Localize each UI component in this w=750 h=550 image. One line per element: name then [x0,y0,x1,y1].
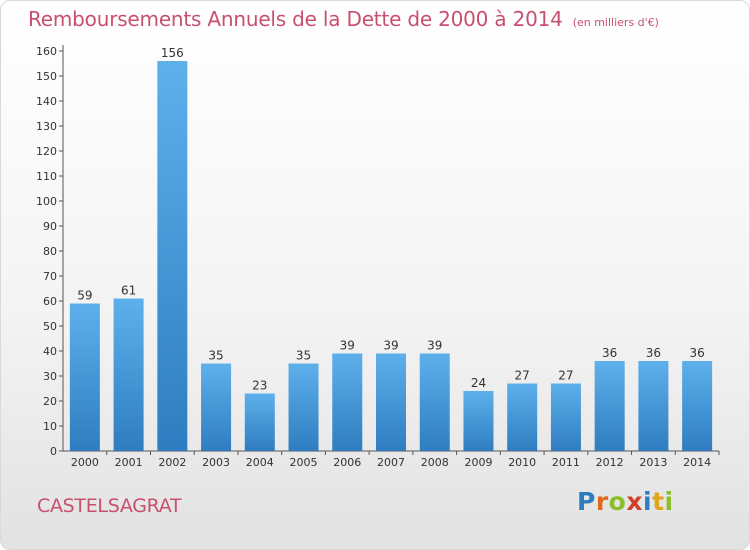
value-label-2006: 39 [340,339,355,353]
bar-2011 [550,383,581,451]
bar-2013 [638,361,669,451]
y-tick-label: 160 [36,45,57,58]
bar-2001 [113,298,144,451]
value-label-2005: 35 [296,349,311,363]
x-tick-label-2009: 2009 [464,456,492,469]
y-tick-label: 90 [43,220,57,233]
x-tick-label-2013: 2013 [639,456,667,469]
value-label-2007: 39 [383,339,398,353]
x-tick-label-2012: 2012 [596,456,624,469]
logo-letter: i [643,487,653,516]
bar-2007 [376,353,406,451]
y-tick-label: 50 [43,320,57,333]
value-label-2003: 35 [208,349,223,363]
y-tick-label: 80 [43,245,57,258]
value-label-2011: 27 [558,369,573,383]
x-tick-label-2008: 2008 [421,456,449,469]
y-tick-label: 150 [36,70,57,83]
logo-letter: x [626,487,643,516]
bars [69,61,713,451]
proxiti-logo: Proxiti [577,487,674,516]
x-tick-label-2011: 2011 [552,456,580,469]
x-tick-label-2004: 2004 [246,456,274,469]
y-tick-label: 60 [43,295,57,308]
value-label-2002: 156 [161,46,184,60]
bar-2014 [682,361,713,451]
y-tick-label: 130 [36,120,57,133]
x-tick-label-2001: 2001 [115,456,143,469]
y-tick-label: 110 [36,170,57,183]
y-tick-label: 20 [43,395,57,408]
bar-2010 [507,383,538,451]
value-label-2012: 36 [602,346,617,360]
chart-title-text: Remboursements Annuels de la Dette de 20… [28,7,563,31]
value-label-2000: 59 [77,289,92,303]
value-label-2014: 36 [689,346,704,360]
value-labels: 59 61 156 35 23 35 39 39 39 24 27 27 36 36 36 [77,46,705,393]
value-label-2004: 23 [252,379,267,393]
x-tick-label-2014: 2014 [683,456,711,469]
value-label-2010: 27 [515,369,530,383]
y-tick-label: 10 [43,420,57,433]
y-tick-label: 70 [43,270,57,283]
bar-2000 [69,303,100,451]
value-label-2013: 36 [646,346,661,360]
x-tick-label-2010: 2010 [508,456,536,469]
x-tick-label-2005: 2005 [290,456,318,469]
bar-2003 [201,363,232,451]
bar-2006 [332,353,363,451]
location-name: CASTELSAGRAT [37,495,182,517]
x-tick-label-2006: 2006 [333,456,361,469]
y-tick-label: 100 [36,195,57,208]
bar-2012 [594,361,625,451]
value-label-2001: 61 [121,284,136,298]
y-tick-label: 30 [43,370,57,383]
value-label-2008: 39 [427,339,442,353]
value-label-2009: 24 [471,376,486,390]
y-tick-label: 0 [50,445,57,458]
bar-2002 [157,61,188,451]
x-axis-ticks: 2000 2001 2002 2003 2004 2005 2006 2007 2008 2009… [71,451,720,469]
x-tick-label-2002: 2002 [158,456,186,469]
x-tick-label-2000: 2000 [71,456,99,469]
logo-letter: o [608,487,627,516]
y-tick-label: 140 [36,95,57,108]
bar-2005 [288,363,319,451]
logo-letter: t [652,487,665,516]
bar-2004 [244,393,275,451]
y-tick-label: 40 [43,345,57,358]
logo-letter: r [595,487,609,516]
bar-2008 [419,353,450,451]
x-tick-label-2007: 2007 [377,456,405,469]
logo-letter: P [577,487,596,516]
x-tick-label-2003: 2003 [202,456,230,469]
chart-title: Remboursements Annuels de la Dette de 20… [28,7,659,31]
y-axis-ticks: 0 10 20 30 40 50 60 70 80 90 100 110 120 130 140 150 160 [36,45,63,458]
y-tick-label: 120 [36,145,57,158]
logo-letter: i [664,487,674,516]
chart-subtitle: (en milliers d'€) [572,16,659,29]
bar-2009 [463,391,494,451]
